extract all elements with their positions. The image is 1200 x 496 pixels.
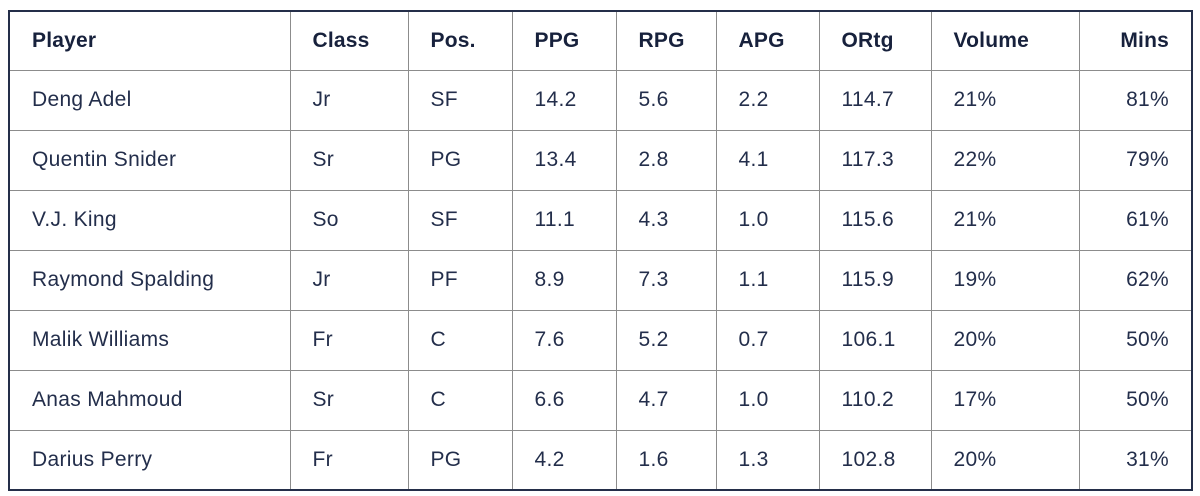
cell-mins: 61% bbox=[1078, 189, 1193, 251]
player-stats-table-container: Player Class Pos. PPG RPG APG ORtg Volum… bbox=[8, 10, 1193, 491]
cell-rpg: 5.6 bbox=[615, 69, 717, 131]
cell-class: Jr bbox=[289, 69, 409, 131]
cell-ortg: 115.6 bbox=[818, 189, 932, 251]
cell-player: Deng Adel bbox=[8, 69, 291, 131]
col-header-ortg: ORtg bbox=[818, 10, 932, 71]
col-header-volume: Volume bbox=[930, 10, 1080, 71]
cell-class: Sr bbox=[289, 369, 409, 431]
table-row: Darius Perry Fr PG 4.2 1.6 1.3 102.8 20%… bbox=[8, 429, 1193, 491]
cell-pos: PG bbox=[407, 429, 513, 491]
cell-volume: 21% bbox=[930, 189, 1080, 251]
cell-class: Sr bbox=[289, 129, 409, 191]
cell-player: Malik Williams bbox=[8, 309, 291, 371]
cell-volume: 19% bbox=[930, 249, 1080, 311]
cell-player: Raymond Spalding bbox=[8, 249, 291, 311]
cell-volume: 17% bbox=[930, 369, 1080, 431]
cell-ppg: 14.2 bbox=[511, 69, 617, 131]
table-header: Player Class Pos. PPG RPG APG ORtg Volum… bbox=[8, 10, 1193, 71]
cell-mins: 81% bbox=[1078, 69, 1193, 131]
cell-ppg: 11.1 bbox=[511, 189, 617, 251]
col-header-class: Class bbox=[289, 10, 409, 71]
cell-player: Darius Perry bbox=[8, 429, 291, 491]
cell-apg: 1.0 bbox=[715, 369, 820, 431]
cell-ortg: 102.8 bbox=[818, 429, 932, 491]
col-header-apg: APG bbox=[715, 10, 820, 71]
table-row: Anas Mahmoud Sr C 6.6 4.7 1.0 110.2 17% … bbox=[8, 369, 1193, 431]
cell-apg: 1.1 bbox=[715, 249, 820, 311]
cell-class: So bbox=[289, 189, 409, 251]
col-header-player: Player bbox=[8, 10, 291, 71]
col-header-mins: Mins bbox=[1078, 10, 1193, 71]
cell-player: Anas Mahmoud bbox=[8, 369, 291, 431]
cell-pos: SF bbox=[407, 189, 513, 251]
cell-ortg: 114.7 bbox=[818, 69, 932, 131]
cell-apg: 2.2 bbox=[715, 69, 820, 131]
table-row: Quentin Snider Sr PG 13.4 2.8 4.1 117.3 … bbox=[8, 129, 1193, 191]
cell-mins: 50% bbox=[1078, 309, 1193, 371]
player-stats-table: Player Class Pos. PPG RPG APG ORtg Volum… bbox=[8, 10, 1193, 491]
cell-player: V.J. King bbox=[8, 189, 291, 251]
cell-pos: SF bbox=[407, 69, 513, 131]
cell-pos: PG bbox=[407, 129, 513, 191]
cell-rpg: 7.3 bbox=[615, 249, 717, 311]
cell-rpg: 4.3 bbox=[615, 189, 717, 251]
table-row: V.J. King So SF 11.1 4.3 1.0 115.6 21% 6… bbox=[8, 189, 1193, 251]
cell-ortg: 115.9 bbox=[818, 249, 932, 311]
cell-apg: 1.0 bbox=[715, 189, 820, 251]
table-row: Deng Adel Jr SF 14.2 5.6 2.2 114.7 21% 8… bbox=[8, 69, 1193, 131]
cell-ppg: 8.9 bbox=[511, 249, 617, 311]
cell-ppg: 6.6 bbox=[511, 369, 617, 431]
header-row: Player Class Pos. PPG RPG APG ORtg Volum… bbox=[8, 10, 1193, 71]
cell-class: Fr bbox=[289, 429, 409, 491]
cell-rpg: 1.6 bbox=[615, 429, 717, 491]
cell-ppg: 13.4 bbox=[511, 129, 617, 191]
cell-mins: 62% bbox=[1078, 249, 1193, 311]
cell-class: Fr bbox=[289, 309, 409, 371]
cell-player: Quentin Snider bbox=[8, 129, 291, 191]
col-header-pos: Pos. bbox=[407, 10, 513, 71]
cell-ppg: 4.2 bbox=[511, 429, 617, 491]
cell-apg: 1.3 bbox=[715, 429, 820, 491]
cell-pos: C bbox=[407, 369, 513, 431]
cell-ortg: 110.2 bbox=[818, 369, 932, 431]
cell-rpg: 5.2 bbox=[615, 309, 717, 371]
table-row: Raymond Spalding Jr PF 8.9 7.3 1.1 115.9… bbox=[8, 249, 1193, 311]
cell-volume: 22% bbox=[930, 129, 1080, 191]
cell-rpg: 2.8 bbox=[615, 129, 717, 191]
cell-mins: 31% bbox=[1078, 429, 1193, 491]
cell-apg: 0.7 bbox=[715, 309, 820, 371]
table-row: Malik Williams Fr C 7.6 5.2 0.7 106.1 20… bbox=[8, 309, 1193, 371]
cell-pos: PF bbox=[407, 249, 513, 311]
cell-ortg: 106.1 bbox=[818, 309, 932, 371]
cell-class: Jr bbox=[289, 249, 409, 311]
cell-ortg: 117.3 bbox=[818, 129, 932, 191]
cell-pos: C bbox=[407, 309, 513, 371]
cell-volume: 20% bbox=[930, 309, 1080, 371]
cell-ppg: 7.6 bbox=[511, 309, 617, 371]
cell-volume: 20% bbox=[930, 429, 1080, 491]
cell-apg: 4.1 bbox=[715, 129, 820, 191]
cell-mins: 50% bbox=[1078, 369, 1193, 431]
cell-mins: 79% bbox=[1078, 129, 1193, 191]
cell-volume: 21% bbox=[930, 69, 1080, 131]
col-header-rpg: RPG bbox=[615, 10, 717, 71]
col-header-ppg: PPG bbox=[511, 10, 617, 71]
cell-rpg: 4.7 bbox=[615, 369, 717, 431]
table-body: Deng Adel Jr SF 14.2 5.6 2.2 114.7 21% 8… bbox=[8, 69, 1193, 491]
